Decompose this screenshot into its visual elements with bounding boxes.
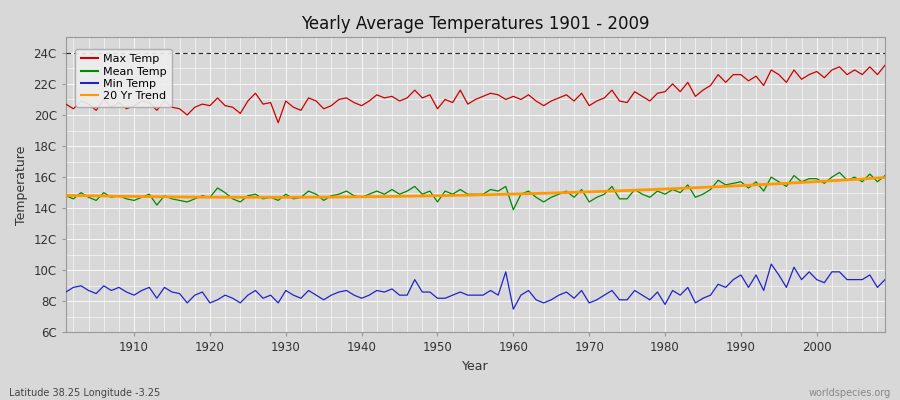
Text: Latitude 38.25 Longitude -3.25: Latitude 38.25 Longitude -3.25 [9, 388, 160, 398]
Title: Yearly Average Temperatures 1901 - 2009: Yearly Average Temperatures 1901 - 2009 [302, 15, 650, 33]
Legend: Max Temp, Mean Temp, Min Temp, 20 Yr Trend: Max Temp, Mean Temp, Min Temp, 20 Yr Tre… [76, 49, 173, 106]
Y-axis label: Temperature: Temperature [15, 145, 28, 224]
Text: worldspecies.org: worldspecies.org [809, 388, 891, 398]
X-axis label: Year: Year [462, 360, 489, 373]
